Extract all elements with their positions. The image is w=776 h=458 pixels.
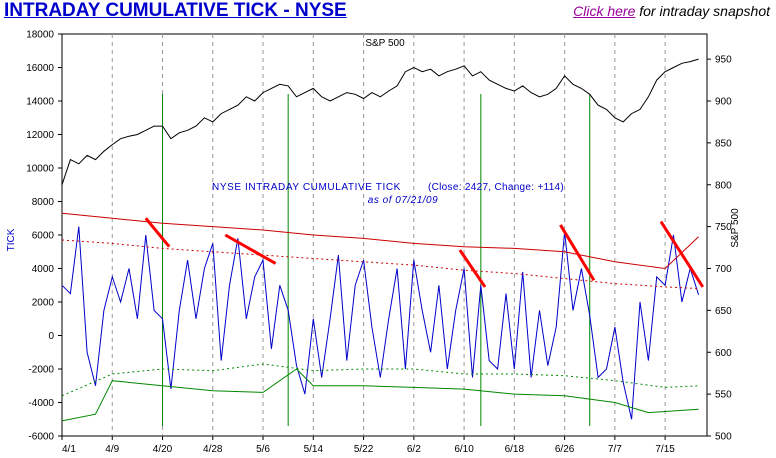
x-tick-label: 5/14 — [304, 444, 324, 455]
left-axis-label: TICK — [6, 228, 17, 251]
right-tick-label: 600 — [715, 348, 732, 359]
right-tick-label: 850 — [715, 138, 732, 149]
x-tick-label: 4/20 — [153, 444, 173, 455]
left-tick-label: 8000 — [32, 197, 55, 208]
chart-date: as of 07/21/09 — [368, 195, 438, 206]
series-lower-band — [61, 368, 699, 422]
snapshot-text: for intraday snapshot — [639, 3, 770, 19]
left-tick-label: 0 — [48, 331, 54, 342]
left-tick-label: 10000 — [26, 164, 54, 175]
left-tick-label: -4000 — [28, 398, 54, 409]
axis-layer: 1800016000140001200010000800060004000200… — [26, 30, 732, 456]
x-tick-label: 5/22 — [354, 444, 374, 455]
right-tick-label: 900 — [715, 97, 732, 108]
series-s-p-500 — [61, 58, 699, 185]
x-tick-label: 4/28 — [203, 444, 223, 455]
series-upper-band — [61, 212, 699, 270]
annotation-layer — [144, 217, 705, 288]
left-tick-label: 4000 — [32, 264, 55, 275]
trendline — [224, 233, 277, 265]
series-layer — [61, 58, 700, 422]
left-tick-label: 6000 — [32, 231, 55, 242]
right-tick-label: 800 — [715, 180, 732, 191]
series-lower-band-inner- — [61, 363, 699, 397]
right-tick-label: 700 — [715, 264, 732, 275]
x-tick-label: 6/26 — [555, 444, 575, 455]
plot-frame — [61, 33, 708, 437]
trendline — [659, 220, 705, 288]
chart-summary: (Close: 2427, Change: +114) — [428, 182, 564, 193]
right-tick-label: 950 — [715, 55, 732, 66]
x-tick-label: 7/7 — [608, 444, 622, 455]
left-tick-label: 18000 — [26, 30, 54, 41]
x-tick-label: 4/9 — [105, 444, 119, 455]
right-tick-label: 500 — [715, 432, 732, 443]
trendline — [559, 224, 596, 282]
x-tick-label: 6/10 — [454, 444, 474, 455]
x-tick-label: 7/15 — [655, 444, 675, 455]
series-cumulative-tick — [61, 226, 700, 420]
sp500-series-label: S&P 500 — [365, 38, 405, 49]
trendline — [144, 217, 171, 248]
x-tick-label: 6/18 — [505, 444, 525, 455]
left-tick-label: 2000 — [32, 298, 55, 309]
left-tick-label: 16000 — [26, 63, 54, 74]
x-tick-label: 6/2 — [407, 444, 421, 455]
chart-title: NYSE INTRADAY CUMULATIVE TICK — [212, 182, 401, 193]
right-tick-label: 750 — [715, 222, 732, 233]
x-tick-label: 5/6 — [256, 444, 270, 455]
left-tick-label: 12000 — [26, 130, 54, 141]
right-tick-label: 650 — [715, 306, 732, 317]
trendline — [458, 249, 487, 288]
left-tick-label: 14000 — [26, 97, 54, 108]
left-tick-label: -6000 — [28, 432, 54, 443]
snapshot-note: Click here for intraday snapshot — [573, 3, 770, 19]
snapshot-link[interactable]: Click here — [573, 3, 636, 19]
page-title[interactable]: INTRADAY CUMULATIVE TICK - NYSE — [4, 0, 347, 21]
right-tick-label: 550 — [715, 390, 732, 401]
x-tick-label: 4/1 — [62, 444, 76, 455]
series-upper-band-inner- — [61, 239, 699, 290]
left-tick-label: -2000 — [28, 365, 54, 376]
right-axis-label: S&P 500 — [730, 208, 741, 248]
